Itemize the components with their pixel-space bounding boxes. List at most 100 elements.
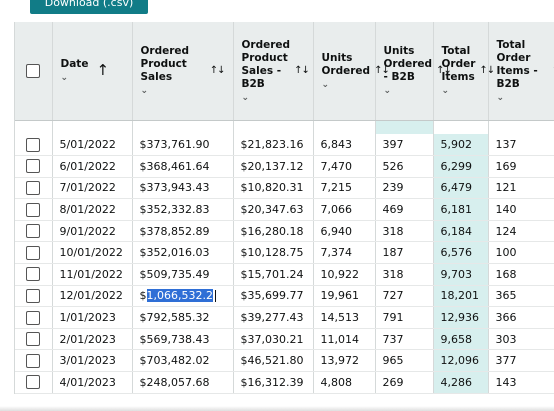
cell-units-ordered: 7,470: [313, 155, 376, 178]
text-cursor: [214, 290, 216, 303]
row-select-cell: [15, 220, 53, 243]
table-row: 11/01/2022 $509,735.49 $15,701.24 10,922…: [15, 263, 554, 286]
table-row: 1/01/2023 $792,585.32 $39,277.43 14,513 …: [15, 306, 554, 329]
cell-total-order-items-b2b: 377: [488, 349, 554, 373]
cell-units-ordered-b2b: 397: [375, 134, 434, 157]
row-checkbox[interactable]: [26, 137, 41, 152]
column-header-date[interactable]: Date ⌄ ↑: [52, 22, 133, 121]
cell-total-order-items-b2b: 143: [488, 371, 554, 394]
row-checkbox[interactable]: [26, 224, 41, 239]
cell-units-ordered-b2b: 737: [375, 328, 434, 351]
table-row: 10/01/2022 $352,016.03 $10,128.75 7,374 …: [15, 241, 554, 265]
cell-ordered-product-sales: $509,735.49: [132, 263, 234, 286]
cell-units-ordered: 11,014: [313, 328, 376, 351]
cell-date: 11/01/2022: [52, 263, 133, 286]
cell-total-order-items: 18,201: [433, 285, 489, 308]
table-row: 5/01/2022 $373,761.90 $21,823.16 6,843 3…: [15, 134, 554, 157]
sort-updown-icon[interactable]: ↑↓: [479, 65, 495, 77]
cell-total-order-items-b2b: 365: [488, 285, 554, 308]
cell-date: 8/01/2022: [52, 198, 133, 221]
row-checkbox[interactable]: [26, 159, 41, 174]
row-checkbox[interactable]: [26, 375, 41, 390]
row-checkbox[interactable]: [26, 202, 41, 217]
column-header-label: Total Order Items: [441, 45, 476, 84]
cell-units-ordered-b2b: 187: [375, 241, 434, 265]
cell-total-order-items: 12,936: [433, 306, 489, 329]
column-header-total-order-items[interactable]: Total Order Items ⌄ ↑↓: [433, 22, 495, 121]
cell-total-order-items: 6,181: [433, 198, 489, 221]
cell-units-ordered: 6,843: [313, 134, 376, 157]
column-header-units-ordered[interactable]: Units Ordered ⌄ ↑↓: [313, 22, 390, 121]
cell-units-ordered: 13,972: [313, 349, 376, 373]
header-spacer-row: [15, 120, 554, 134]
sort-ascending-icon[interactable]: ↑: [96, 61, 110, 80]
table-row: 8/01/2022 $352,332.83 $20,347.63 7,066 4…: [15, 198, 554, 221]
cell-ordered-product-sales-b2b: $46,521.80: [233, 349, 314, 373]
cell-units-ordered: 7,374: [313, 241, 376, 265]
cell-ordered-product-sales-b2b: $20,347.63: [233, 198, 314, 221]
sort-updown-icon[interactable]: ↑↓: [294, 65, 310, 77]
selected-text[interactable]: 1,066,532.2: [146, 289, 213, 303]
cell-date: 5/01/2022: [52, 134, 133, 157]
cell-date: 2/01/2023: [52, 328, 133, 351]
column-header-units-ordered-b2b[interactable]: Units Ordered - B2B ⌄ ↑↓: [375, 22, 452, 121]
chevron-down-icon[interactable]: ⌄: [241, 92, 250, 103]
cell-date: 6/01/2022: [52, 155, 133, 178]
cell-date: 3/01/2023: [52, 349, 133, 373]
cell-ordered-product-sales: $248,057.68: [132, 371, 234, 394]
row-checkbox[interactable]: [26, 310, 41, 325]
sort-updown-icon[interactable]: ↑↓: [552, 64, 554, 77]
cell-ordered-product-sales-b2b: $15,701.24: [233, 263, 314, 286]
chevron-down-icon[interactable]: ⌄: [321, 79, 330, 90]
row-checkbox[interactable]: [26, 245, 41, 260]
sort-updown-icon[interactable]: ↑↓: [374, 65, 390, 77]
download-csv-button[interactable]: Download (.csv): [30, 0, 148, 14]
row-select-cell: [15, 134, 53, 157]
table-row: 2/01/2023 $569,738.43 $37,030.21 11,014 …: [15, 328, 554, 351]
cell-total-order-items-b2b: 137: [488, 134, 554, 157]
chevron-down-icon[interactable]: ⌄: [140, 86, 149, 97]
cell-units-ordered-b2b: 727: [375, 285, 434, 308]
cell-total-order-items-b2b: 169: [488, 155, 554, 178]
cell-ordered-product-sales: $373,943.43: [132, 177, 234, 200]
cell-ordered-product-sales: $703,482.02: [132, 349, 234, 373]
cell-total-order-items: 4,286: [433, 371, 489, 394]
row-checkbox[interactable]: [26, 353, 41, 368]
cell-ordered-product-sales: $352,332.83: [132, 198, 234, 221]
row-checkbox[interactable]: [26, 332, 41, 347]
cell-total-order-items-b2b: 366: [488, 306, 554, 329]
chevron-down-icon[interactable]: ⌄: [383, 86, 392, 97]
row-checkbox[interactable]: [26, 180, 41, 195]
cell-total-order-items-b2b: 121: [488, 177, 554, 200]
column-header-ordered-product-sales[interactable]: Ordered Product Sales ⌄ ↑↓: [132, 22, 234, 121]
sort-updown-icon[interactable]: ↑↓: [209, 65, 226, 77]
column-header-label: Date: [60, 58, 89, 71]
cell-date: 4/01/2023: [52, 371, 133, 394]
cell-units-ordered: 4,808: [313, 371, 376, 394]
cell-total-order-items-b2b: 168: [488, 263, 554, 286]
sort-updown-icon[interactable]: ↑↓: [436, 65, 452, 77]
chevron-down-icon[interactable]: ⌄: [60, 73, 69, 84]
chevron-down-icon[interactable]: ⌄: [441, 86, 450, 97]
cell-units-ordered: 14,513: [313, 306, 376, 329]
row-select-cell: [15, 155, 53, 178]
cell-ordered-product-sales[interactable]: $1,066,532.2: [132, 285, 234, 308]
table-row: 9/01/2022 $378,852.89 $16,280.18 6,940 3…: [15, 220, 554, 243]
table-row: 3/01/2023 $703,482.02 $46,521.80 13,972 …: [15, 349, 554, 373]
column-header-total-order-items-b2b[interactable]: Total Order Items - B2B ⌄ ↑↓: [488, 22, 554, 121]
table-row: 4/01/2023 $248,057.68 $16,312.39 4,808 2…: [15, 371, 554, 394]
cell-units-ordered-b2b: 791: [375, 306, 434, 329]
table-row: 12/01/2022 $1,066,532.2 $35,699.77 19,96…: [15, 285, 554, 308]
cell-total-order-items: 6,299: [433, 155, 489, 178]
column-header-ordered-product-sales-b2b[interactable]: Ordered Product Sales - B2B ⌄ ↑↓: [233, 22, 314, 121]
cell-units-ordered-b2b: 526: [375, 155, 434, 178]
cell-date: 7/01/2022: [52, 177, 133, 200]
column-header-label: Units Ordered: [321, 51, 371, 77]
chevron-down-icon[interactable]: ⌄: [496, 92, 505, 103]
row-checkbox[interactable]: [26, 288, 41, 303]
cell-total-order-items: 6,479: [433, 177, 489, 200]
select-all-checkbox[interactable]: [26, 63, 41, 78]
table-row: 6/01/2022 $368,461.64 $20,137.12 7,470 5…: [15, 155, 554, 178]
row-checkbox[interactable]: [26, 267, 41, 282]
